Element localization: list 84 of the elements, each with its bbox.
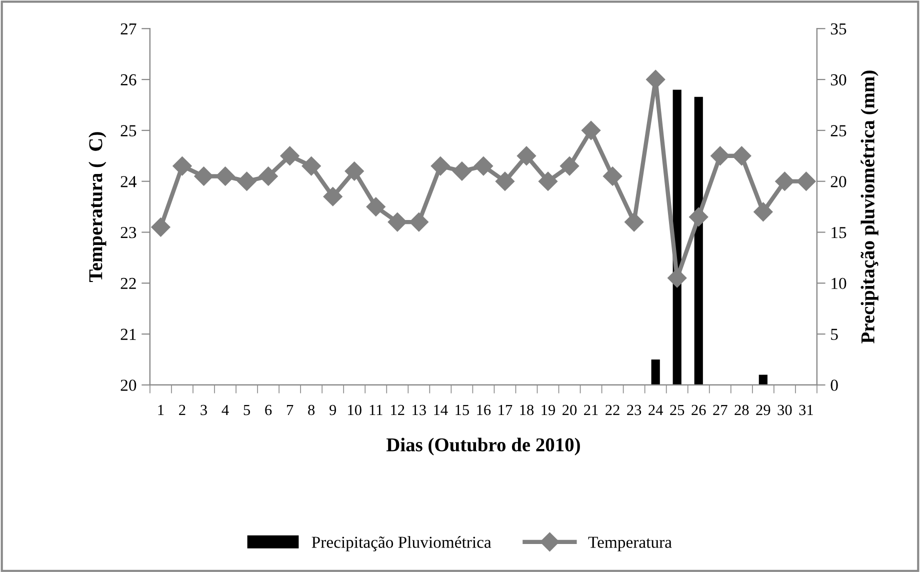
x-tick-label: 29 xyxy=(756,404,770,416)
x-tick-label: 10 xyxy=(348,404,362,416)
point xyxy=(775,172,794,191)
point xyxy=(151,218,170,237)
x-tick-label: 3 xyxy=(200,404,207,416)
y-tick-label: 23 xyxy=(120,226,136,238)
point xyxy=(216,166,235,186)
point xyxy=(560,156,580,176)
legend-label: Precipitação Pluviométrica xyxy=(312,536,492,552)
x-tick-label: 15 xyxy=(456,404,469,416)
legend-label: Temperatura xyxy=(588,536,672,552)
point xyxy=(280,146,300,166)
y-tick-label: 20 xyxy=(120,380,136,391)
y-tick-label: 27 xyxy=(120,23,136,34)
point xyxy=(689,207,708,226)
point xyxy=(603,166,622,186)
x-tick-label: 19 xyxy=(542,404,556,416)
x-tick-label: 1 xyxy=(158,404,164,415)
y2-tick-label: 0 xyxy=(830,380,838,391)
point xyxy=(474,156,493,176)
x-tick-label: 16 xyxy=(477,404,491,416)
x-tick-label: 31 xyxy=(799,404,813,416)
x-tick-label: 25 xyxy=(670,404,684,416)
point xyxy=(796,172,816,191)
x-tick-label: 12 xyxy=(391,404,404,415)
y2-tick-label: 15 xyxy=(832,227,846,238)
y-tick-label: 26 xyxy=(120,74,136,86)
x-tick-label: 5 xyxy=(244,404,250,416)
y-axis-title: Temperatura ( C) xyxy=(88,132,106,282)
point xyxy=(194,166,214,186)
point xyxy=(302,156,321,176)
x-tick-label: 6 xyxy=(265,404,272,416)
x-tick-label: 22 xyxy=(606,404,620,415)
point xyxy=(388,212,407,232)
x-tick-label: 7 xyxy=(287,404,294,415)
point xyxy=(582,120,601,140)
x-tick-label: 18 xyxy=(520,404,534,416)
point xyxy=(344,162,364,181)
point xyxy=(366,197,386,216)
x-tick-label: 24 xyxy=(648,404,663,415)
x-tick-label: 14 xyxy=(434,404,448,415)
y2-axis-title: Precipitação pluviométrica (mm) xyxy=(860,70,878,344)
y-tick-label: 22 xyxy=(120,278,136,289)
point xyxy=(237,172,256,191)
point xyxy=(710,146,730,166)
point xyxy=(732,146,752,166)
x-tick-label: 20 xyxy=(562,404,577,416)
x-tick-label: 30 xyxy=(778,404,792,416)
point xyxy=(495,172,515,191)
point xyxy=(409,212,428,232)
point xyxy=(452,162,472,181)
x-tick-label: 8 xyxy=(308,404,315,416)
bar xyxy=(758,374,768,385)
bar xyxy=(694,96,703,385)
point xyxy=(754,202,773,222)
x-axis-title: Dias (Outubro de 2010) xyxy=(386,438,580,456)
y2-tick-label: 35 xyxy=(830,23,846,35)
y2-tick-label: 10 xyxy=(832,278,846,290)
point xyxy=(624,212,644,232)
x-tick-label: 27 xyxy=(713,404,728,415)
x-tick-label: 28 xyxy=(734,404,749,416)
y-tick-label: 25 xyxy=(120,125,136,136)
point xyxy=(430,156,450,176)
y2-tick-label: 20 xyxy=(830,176,846,188)
y2-tick-label: 5 xyxy=(831,328,838,340)
x-tick-label: 13 xyxy=(412,404,426,416)
x-tick-label: 21 xyxy=(584,404,598,415)
point xyxy=(258,166,278,186)
y2-tick-label: 30 xyxy=(830,74,846,86)
x-tick-label: 17 xyxy=(498,404,512,415)
x-tick-label: 4 xyxy=(222,404,229,415)
point xyxy=(516,146,536,166)
y2-tick-label: 25 xyxy=(830,125,846,136)
x-tick-label: 23 xyxy=(627,404,642,416)
point xyxy=(538,172,558,191)
point xyxy=(172,156,192,176)
x-tick-label: 9 xyxy=(330,404,336,416)
bar xyxy=(651,360,660,385)
x-tick-label: 2 xyxy=(179,404,186,415)
y-tick-label: 24 xyxy=(120,176,137,188)
point xyxy=(323,187,342,206)
y-tick-label: 21 xyxy=(120,328,136,340)
x-tick-label: 26 xyxy=(692,404,706,416)
x-tick-label: 11 xyxy=(370,404,382,415)
